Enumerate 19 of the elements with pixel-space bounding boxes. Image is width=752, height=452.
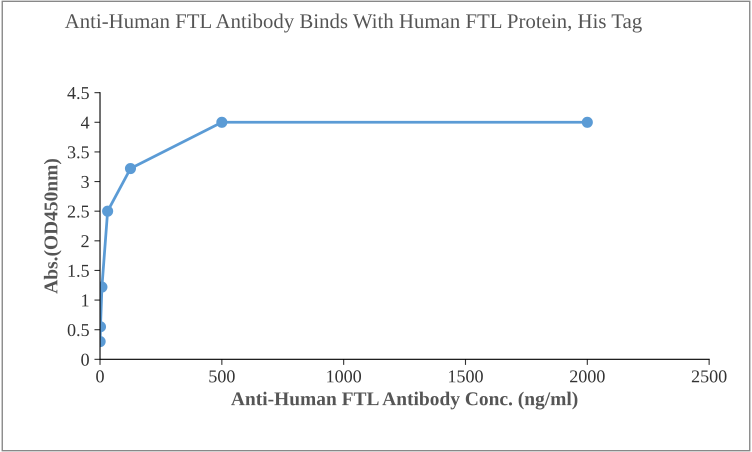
y-tick-label: 4 — [80, 116, 90, 129]
chart-title: Anti-Human FTL Antibody Binds With Human FTL Protein, His Tag — [64, 14, 642, 33]
y-axis-title: Abs.(OD450nm) — [44, 159, 62, 294]
x-tick-label: 0 — [96, 370, 104, 382]
y-tick-label: 0 — [81, 354, 89, 366]
x-tick-label: 1500 — [449, 370, 483, 382]
y-tick-label: 4.5 — [67, 87, 89, 100]
y-tick-label: 3.5 — [68, 146, 89, 158]
x-tick-label: 500 — [209, 370, 235, 382]
y-tick-label: 2 — [81, 235, 89, 248]
x-axis-title: Anti-Human FTL Antibody Conc. (ng/ml) — [231, 392, 578, 410]
y-tick-label: 3 — [81, 176, 89, 188]
y-tick-label: 2.5 — [68, 205, 89, 218]
x-tick-label: 2000 — [570, 370, 605, 382]
x-tick-label: 1000 — [327, 370, 362, 382]
y-tick-label: 1 — [82, 294, 89, 306]
x-tick-label: 2500 — [692, 370, 727, 382]
y-tick-label: 1.5 — [68, 264, 89, 277]
y-tick-label: 0.5 — [68, 324, 89, 336]
